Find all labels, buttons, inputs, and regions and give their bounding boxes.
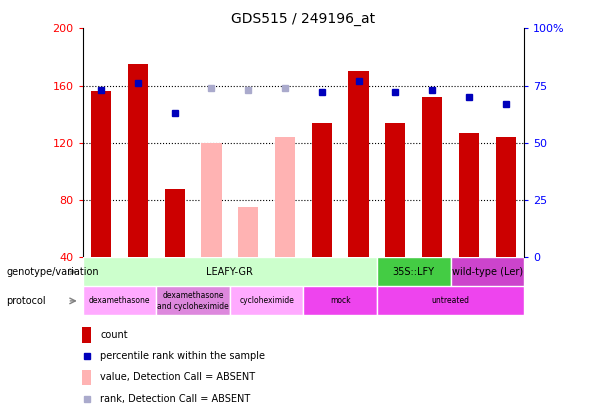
Bar bbox=[348, 71, 369, 257]
Text: protocol: protocol bbox=[6, 296, 46, 306]
Bar bbox=[83, 257, 377, 286]
Bar bbox=[275, 137, 295, 257]
Bar bbox=[495, 137, 516, 257]
Text: LEAFY-GR: LEAFY-GR bbox=[207, 267, 253, 277]
Bar bbox=[459, 133, 479, 257]
Bar bbox=[377, 257, 451, 286]
Bar bbox=[156, 286, 230, 315]
Bar bbox=[83, 286, 156, 315]
Bar bbox=[422, 97, 443, 257]
Text: mock: mock bbox=[330, 296, 351, 305]
Bar bbox=[128, 64, 148, 257]
Text: genotype/variation: genotype/variation bbox=[6, 267, 99, 277]
Bar bbox=[238, 207, 259, 257]
Bar bbox=[202, 143, 222, 257]
Bar bbox=[451, 257, 524, 286]
Bar bbox=[377, 286, 524, 315]
Text: 35S::LFY: 35S::LFY bbox=[393, 267, 435, 277]
Bar bbox=[82, 370, 91, 385]
Bar bbox=[385, 123, 406, 257]
Bar bbox=[230, 286, 303, 315]
Bar bbox=[303, 286, 377, 315]
Text: rank, Detection Call = ABSENT: rank, Detection Call = ABSENT bbox=[101, 394, 251, 404]
Text: untreated: untreated bbox=[432, 296, 470, 305]
Title: GDS515 / 249196_at: GDS515 / 249196_at bbox=[231, 12, 376, 26]
Bar bbox=[82, 327, 91, 343]
Bar bbox=[312, 123, 332, 257]
Text: value, Detection Call = ABSENT: value, Detection Call = ABSENT bbox=[101, 372, 256, 382]
Bar bbox=[91, 91, 112, 257]
Bar bbox=[165, 188, 185, 257]
Text: count: count bbox=[101, 330, 128, 340]
Text: percentile rank within the sample: percentile rank within the sample bbox=[101, 351, 265, 361]
Text: dexamethasone: dexamethasone bbox=[89, 296, 150, 305]
Text: dexamethasone
and cycloheximide: dexamethasone and cycloheximide bbox=[157, 291, 229, 311]
Text: wild-type (Ler): wild-type (Ler) bbox=[452, 267, 523, 277]
Text: cycloheximide: cycloheximide bbox=[239, 296, 294, 305]
